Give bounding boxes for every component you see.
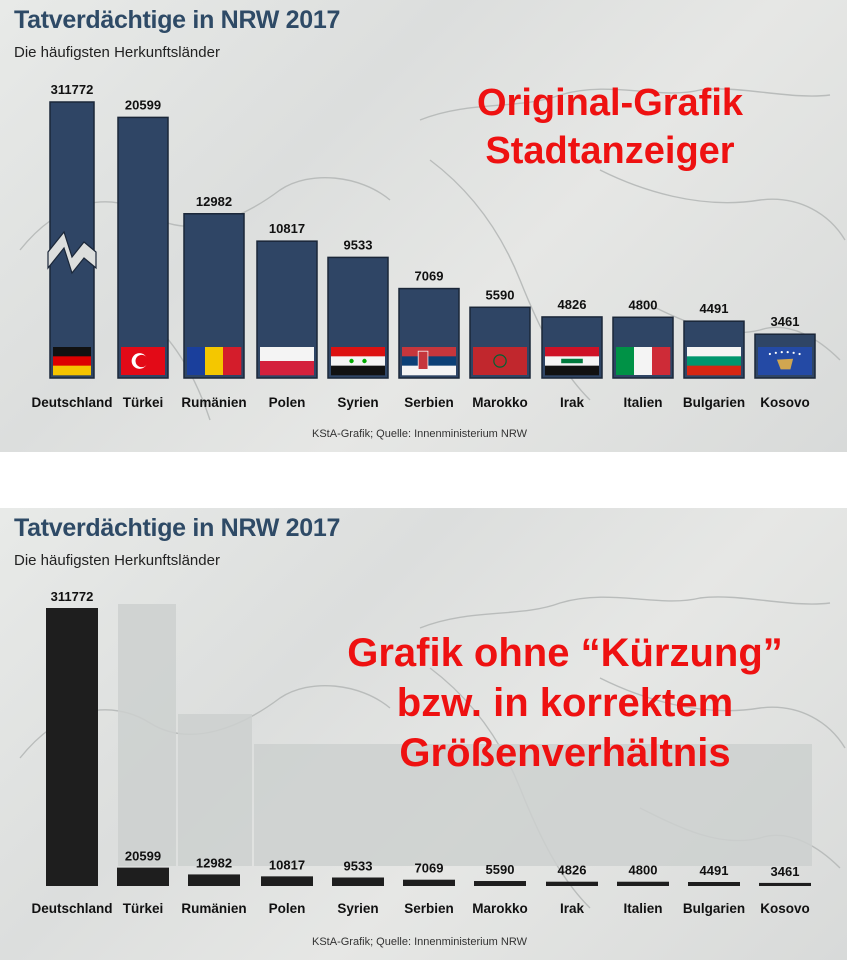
source-note: KStA-Grafik; Quelle: Innenministerium NR… xyxy=(312,936,527,948)
poland-flag-icon xyxy=(260,347,314,376)
overlay-caption-original: Original-Grafik Stadtanzeiger xyxy=(440,80,780,175)
kosovo-flag-icon xyxy=(758,347,812,375)
bar-syrien xyxy=(332,877,384,886)
bulgaria-flag-icon xyxy=(687,347,741,376)
value-label: 7069 xyxy=(415,861,444,876)
erased-bar-patch xyxy=(178,714,252,866)
italy-flag-icon xyxy=(616,347,671,375)
value-label: 5590 xyxy=(486,287,515,302)
romania-flag-icon xyxy=(187,347,242,375)
category-label: Syrien xyxy=(337,395,378,410)
category-label: Bulgarien xyxy=(683,901,745,916)
value-label: 4800 xyxy=(629,297,658,312)
value-label: 4800 xyxy=(629,863,658,878)
category-label: Deutschland xyxy=(31,901,112,916)
bar-irak xyxy=(546,881,598,886)
chart-subtitle: Die häufigsten Herkunftsländer xyxy=(14,552,220,569)
bar-marokko xyxy=(474,881,526,886)
category-label: Italien xyxy=(623,395,662,410)
chart-panel-original: Tatverdächtige in NRW 2017 Die häufigste… xyxy=(0,0,847,452)
value-label: 10817 xyxy=(269,221,305,236)
category-label: Serbien xyxy=(404,901,454,916)
value-label: 12982 xyxy=(196,855,232,870)
category-label: Rumänien xyxy=(181,901,246,916)
value-label: 12982 xyxy=(196,194,232,209)
overlay-line: Original-Grafik xyxy=(476,82,744,124)
value-label: 9533 xyxy=(344,858,373,873)
value-label: 3461 xyxy=(771,864,800,879)
value-label: 311772 xyxy=(51,589,94,604)
erased-bar-patch xyxy=(118,604,176,866)
category-label: Deutschland xyxy=(31,395,112,410)
value-label: 20599 xyxy=(125,849,161,864)
value-label: 4491 xyxy=(700,301,729,316)
bar-polen xyxy=(261,876,313,886)
iraq-flag-icon xyxy=(545,347,599,376)
category-label: Rumänien xyxy=(181,395,246,410)
category-label: Türkei xyxy=(123,395,164,410)
bar-chart-original: 311772 Deutschland 20599 Türkei 12982 Rumänie… xyxy=(31,82,816,410)
value-label: 7069 xyxy=(415,269,444,284)
overlay-line: bzw. in korrektem xyxy=(396,681,734,725)
bar-chart-corrected: 311772 Deutschland 20599 Türkei 12982 Rumänie… xyxy=(31,589,811,916)
category-label: Kosovo xyxy=(760,395,810,410)
category-label: Syrien xyxy=(337,901,378,916)
value-label: 4826 xyxy=(558,297,587,312)
bar-italien xyxy=(617,881,669,886)
overlay-caption-corrected: Grafik ohne “Kürzung” bzw. in korrektem … xyxy=(300,628,830,778)
chart-subtitle: Die häufigsten Herkunftsländer xyxy=(14,44,220,61)
bar-deutschland xyxy=(46,608,98,886)
category-label: Irak xyxy=(560,395,585,410)
overlay-line: Größenverhältnis xyxy=(399,731,731,775)
germany-flag-icon xyxy=(53,347,91,376)
category-label: Kosovo xyxy=(760,901,810,916)
overlay-line: Grafik ohne “Kürzung” xyxy=(347,631,783,675)
bar-türkei xyxy=(117,867,169,886)
axis-break-marker xyxy=(47,230,97,275)
turkey-flag-icon xyxy=(121,347,165,375)
serbia-flag-icon xyxy=(402,347,456,376)
chart-panel-corrected: Tatverdächtige in NRW 2017 Die häufigste… xyxy=(0,508,847,960)
erased-bar-patch xyxy=(254,744,812,866)
category-label: Italien xyxy=(623,901,662,916)
bar-rumänien xyxy=(188,874,240,886)
category-label: Serbien xyxy=(404,395,454,410)
bar-türkei xyxy=(117,116,169,379)
bar-deutschland xyxy=(49,101,95,379)
bar-bulgarien xyxy=(688,881,740,886)
syria-flag-icon xyxy=(331,347,385,376)
value-label: 3461 xyxy=(771,314,800,329)
category-label: Bulgarien xyxy=(683,395,745,410)
bar-kosovo xyxy=(759,882,811,886)
category-label: Polen xyxy=(269,395,306,410)
value-label: 4826 xyxy=(558,863,587,878)
chart-title: Tatverdächtige in NRW 2017 xyxy=(14,514,341,542)
category-label: Marokko xyxy=(472,901,528,916)
overlay-line: Stadtanzeiger xyxy=(485,129,735,172)
value-label: 5590 xyxy=(486,862,515,877)
category-label: Türkei xyxy=(123,901,164,916)
morocco-flag-icon xyxy=(473,347,527,375)
category-label: Irak xyxy=(560,901,585,916)
value-label: 311772 xyxy=(51,82,94,97)
category-label: Polen xyxy=(269,901,306,916)
value-label: 10817 xyxy=(269,857,305,872)
bar-serbien xyxy=(403,879,455,886)
source-note: KStA-Grafik; Quelle: Innenministerium NR… xyxy=(312,428,527,440)
value-label: 9533 xyxy=(344,237,373,252)
chart-title: Tatverdächtige in NRW 2017 xyxy=(14,6,341,34)
value-label: 20599 xyxy=(125,97,161,112)
value-label: 4491 xyxy=(700,863,729,878)
category-label: Marokko xyxy=(472,395,528,410)
